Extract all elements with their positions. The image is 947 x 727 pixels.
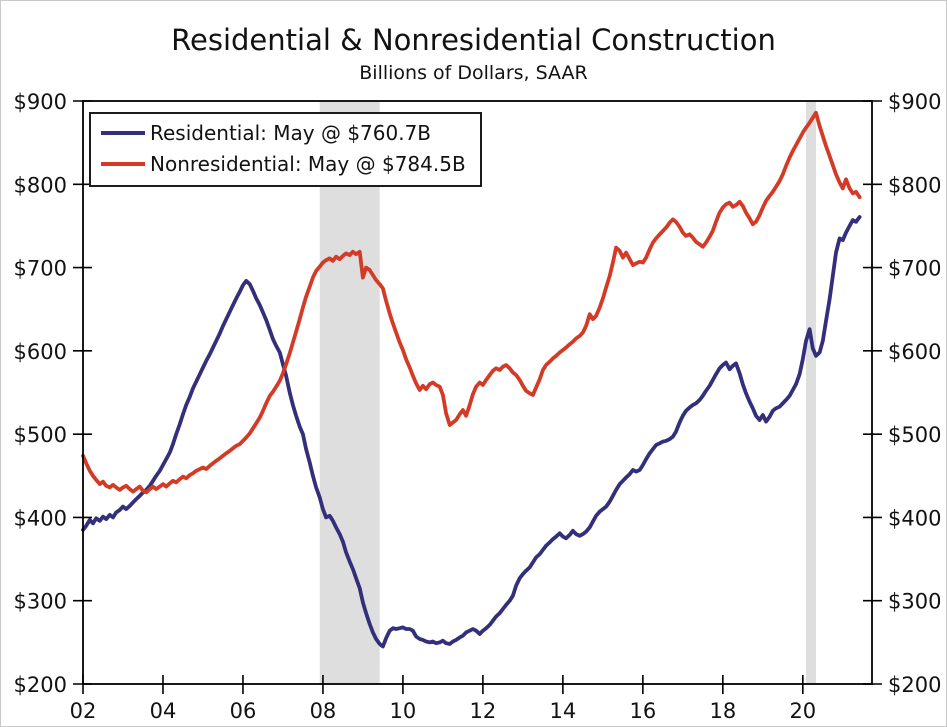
y-axis-label-right: $300 — [888, 590, 941, 614]
y-axis-label-right: $400 — [888, 506, 941, 530]
recession-band — [806, 101, 817, 684]
legend-item-residential: Residential: May @ $760.7B — [101, 121, 466, 145]
y-axis-label-left: $200 — [14, 673, 67, 697]
x-axis-label: 14 — [550, 699, 577, 723]
y-axis-label-left: $800 — [14, 173, 67, 197]
nonresidential-line-swatch — [101, 162, 145, 166]
y-axis-label-left: $600 — [14, 340, 67, 364]
legend-label-residential: Residential: May @ $760.7B — [150, 121, 432, 145]
y-axis-label-right: $500 — [888, 423, 941, 447]
x-axis-label: 08 — [310, 699, 337, 723]
y-axis-label-left: $500 — [14, 423, 67, 447]
y-axis-label-left: $300 — [14, 590, 67, 614]
x-axis-label: 20 — [789, 699, 816, 723]
y-axis-label-right: $900 — [888, 90, 941, 114]
y-axis-label-left: $700 — [14, 257, 67, 281]
y-axis-label-right: $800 — [888, 173, 941, 197]
legend-label-nonresidential: Nonresidential: May @ $784.5B — [150, 152, 466, 176]
legend-item-nonresidential: Nonresidential: May @ $784.5B — [101, 152, 466, 176]
x-axis-label: 18 — [709, 699, 736, 723]
y-axis-label-right: $600 — [888, 340, 941, 364]
legend-box: Residential: May @ $760.7B Nonresidentia… — [89, 112, 482, 187]
x-axis-label: 02 — [70, 699, 97, 723]
y-axis-label-left: $900 — [14, 90, 67, 114]
x-axis-label: 04 — [150, 699, 177, 723]
plot-frame — [82, 100, 873, 685]
residential-line — [81, 215, 862, 649]
x-axis-label: 06 — [230, 699, 257, 723]
y-axis-label-right: $200 — [888, 673, 941, 697]
x-axis-label: 12 — [470, 699, 497, 723]
x-axis-label: 10 — [390, 699, 417, 723]
chart-title: Residential & Nonresidential Constructio… — [171, 23, 776, 57]
y-axis-label-right: $700 — [888, 257, 941, 281]
y-axis-label-left: $400 — [14, 506, 67, 530]
residential-line-swatch — [101, 131, 145, 135]
recession-band — [319, 101, 380, 684]
chart-subtitle: Billions of Dollars, SAAR — [359, 62, 588, 84]
nonresidential-line — [81, 110, 862, 495]
x-axis-label: 16 — [629, 699, 656, 723]
